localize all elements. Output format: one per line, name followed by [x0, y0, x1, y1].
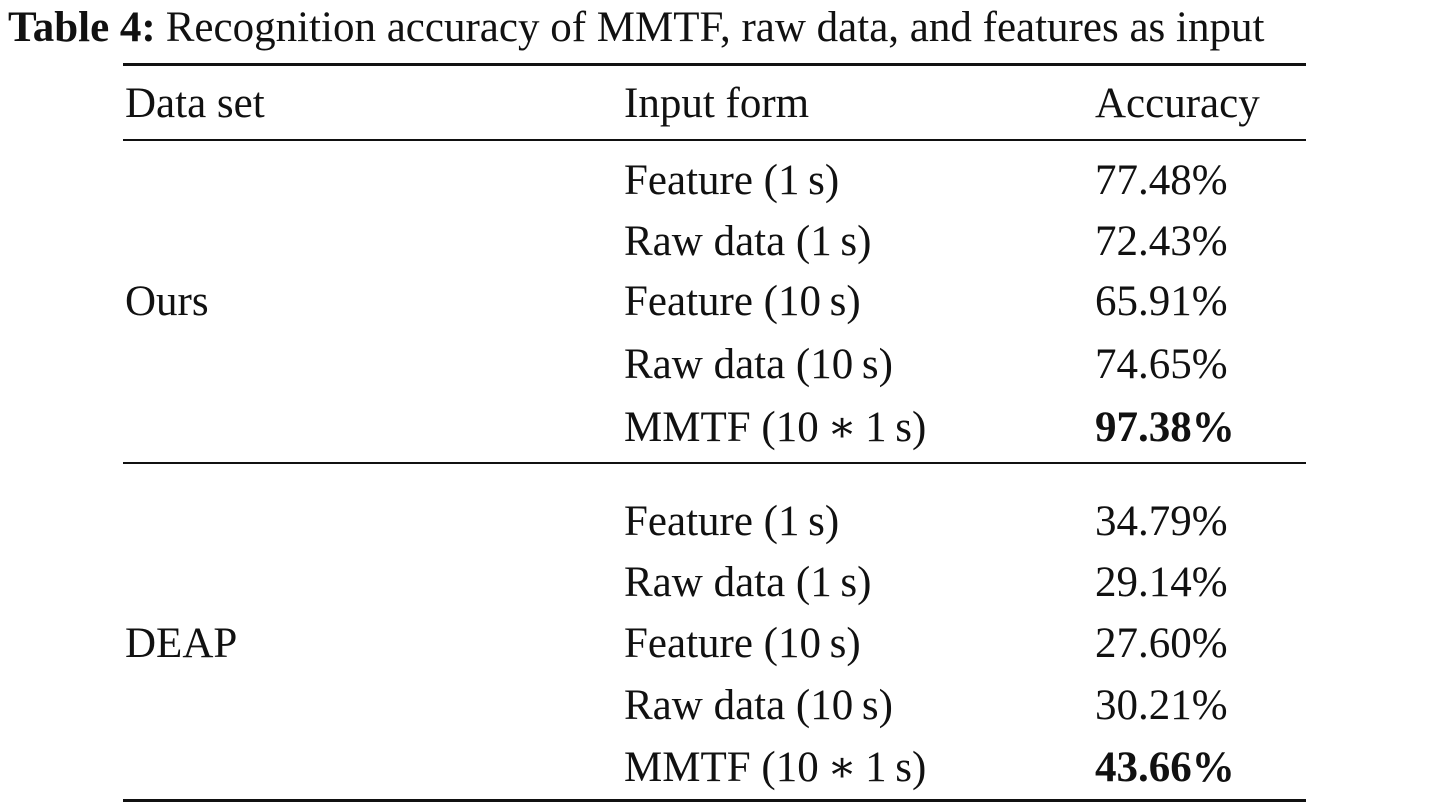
dataset-label-deap: DEAP: [125, 620, 238, 667]
table-top-rule: [123, 63, 1306, 66]
header-rule: [123, 139, 1306, 141]
table-row-accuracy-best: 97.38%: [1095, 404, 1235, 451]
dataset-label-ours: Ours: [125, 278, 209, 325]
table-row-input: Raw data (10 s): [624, 341, 893, 388]
table-row-input: Raw data (1 s): [624, 218, 872, 265]
table-bottom-rule: [123, 799, 1306, 802]
table-row-input: Raw data (1 s): [624, 559, 872, 606]
table-row-accuracy: 29.14%: [1095, 559, 1228, 606]
group-separator-rule: [123, 462, 1306, 464]
table-caption: Table 4: Recognition accuracy of MMTF, ra…: [8, 4, 1428, 52]
table-row-input: Feature (10 s): [624, 620, 861, 667]
table-row-accuracy: 65.91%: [1095, 278, 1228, 325]
table-row-accuracy: 72.43%: [1095, 218, 1228, 265]
table-row-accuracy: 74.65%: [1095, 341, 1228, 388]
table-row-input: MMTF (10 ∗ 1 s): [624, 404, 927, 451]
table-row-input: Feature (10 s): [624, 278, 861, 325]
header-dataset: Data set: [125, 80, 265, 127]
table-row-accuracy: 77.48%: [1095, 157, 1228, 204]
table-caption-label: Table 4:: [8, 4, 156, 51]
table-row-accuracy: 34.79%: [1095, 498, 1228, 545]
header-input-form: Input form: [624, 80, 810, 127]
table-row-input: MMTF (10 ∗ 1 s): [624, 744, 927, 791]
table-row-accuracy: 30.21%: [1095, 682, 1228, 729]
table-row-accuracy-best: 43.66%: [1095, 744, 1235, 791]
table-caption-text: Recognition accuracy of MMTF, raw data, …: [165, 4, 1265, 51]
table-row-input: Raw data (10 s): [624, 682, 893, 729]
table-row-input: Feature (1 s): [624, 498, 840, 545]
table-row-input: Feature (1 s): [624, 157, 840, 204]
header-accuracy: Accuracy: [1095, 80, 1260, 127]
table-row-accuracy: 27.60%: [1095, 620, 1228, 667]
